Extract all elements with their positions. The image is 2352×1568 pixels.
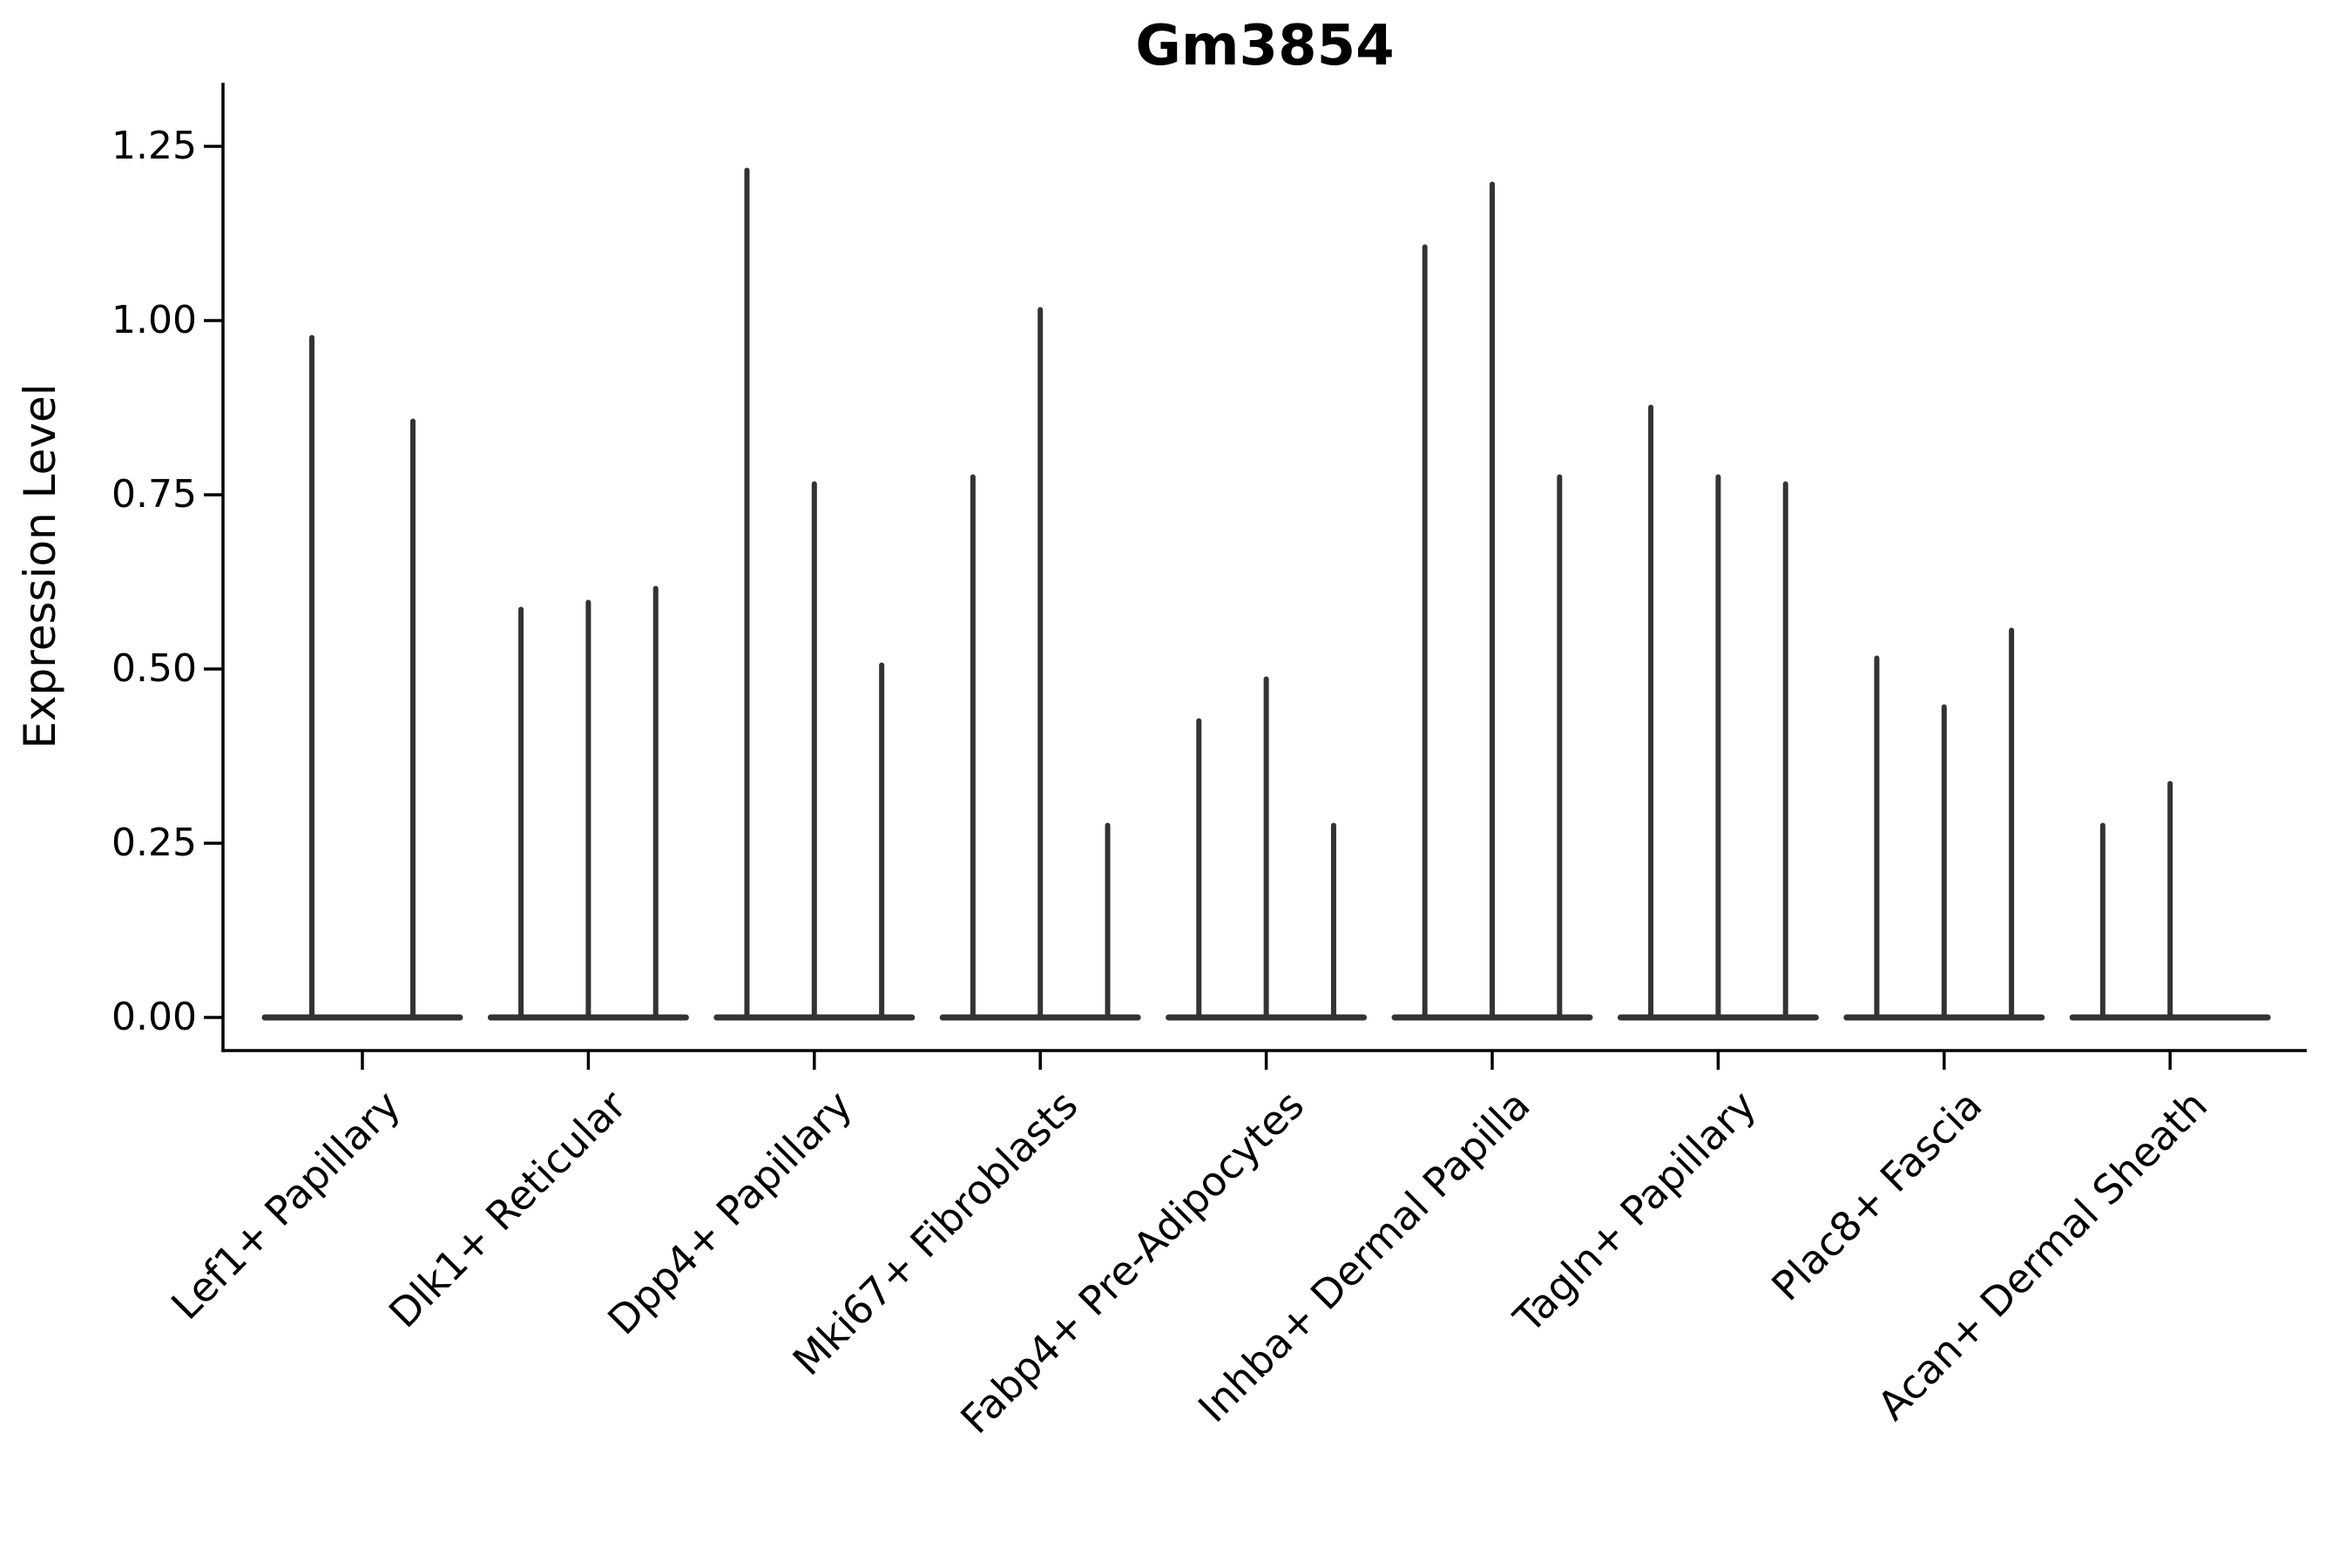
- chart-title: Gm3854: [1135, 14, 1395, 78]
- y-tick-label: 0.25: [112, 821, 197, 865]
- y-tick-label: 0.50: [112, 646, 197, 691]
- y-tick-label: 0.75: [112, 472, 197, 517]
- y-tick-label: 1.00: [112, 298, 197, 342]
- y-tick-label: 1.25: [112, 124, 197, 168]
- y-tick-label: 0.00: [112, 995, 197, 1039]
